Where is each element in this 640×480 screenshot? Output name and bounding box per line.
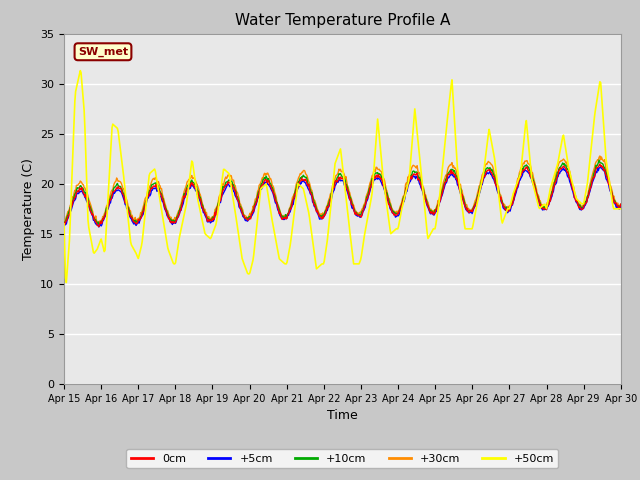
Title: Water Temperature Profile A: Water Temperature Profile A bbox=[235, 13, 450, 28]
Legend: 0cm, +5cm, +10cm, +30cm, +50cm: 0cm, +5cm, +10cm, +30cm, +50cm bbox=[127, 449, 558, 468]
X-axis label: Time: Time bbox=[327, 409, 358, 422]
Text: SW_met: SW_met bbox=[78, 47, 128, 57]
Y-axis label: Temperature (C): Temperature (C) bbox=[22, 158, 35, 260]
